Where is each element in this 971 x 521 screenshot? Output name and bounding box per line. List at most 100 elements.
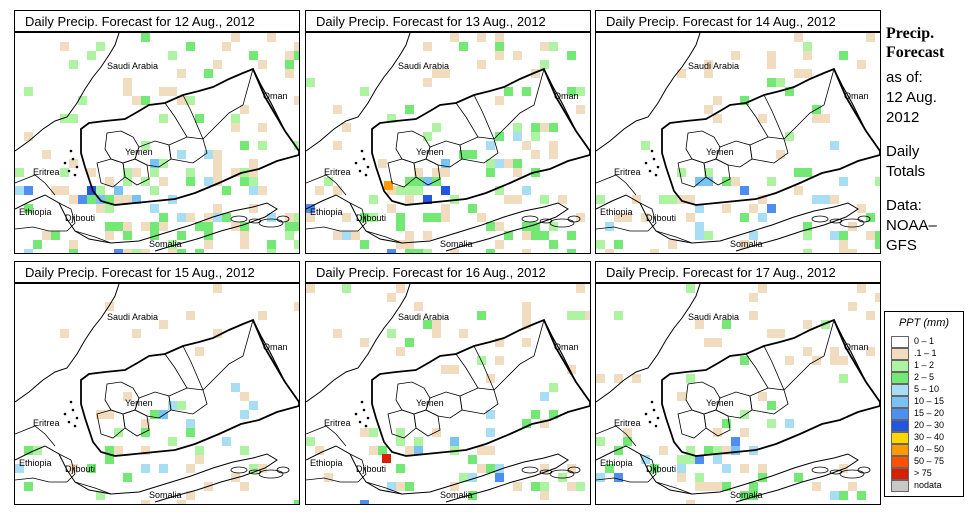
rain-cell	[549, 141, 558, 150]
rain-cell	[405, 249, 414, 253]
rain-cell	[78, 96, 87, 105]
rain-cell	[24, 446, 33, 455]
rain-cell	[324, 177, 333, 186]
rain-cell	[294, 222, 299, 231]
rain-cell	[857, 204, 866, 213]
country-label-saudi: Saudi Arabia	[107, 312, 159, 322]
rain-cell	[767, 419, 776, 428]
rain-cell	[794, 69, 803, 78]
side-asof: as of:	[886, 69, 923, 86]
rain-cell	[24, 186, 33, 195]
rain-cell	[848, 249, 857, 253]
country-label-saudi: Saudi Arabia	[688, 61, 740, 71]
rain-cell	[540, 123, 549, 132]
rain-cell	[686, 374, 695, 383]
island	[354, 412, 358, 416]
rain-cell	[294, 141, 299, 150]
rain-cell	[785, 419, 794, 428]
side-title-1: Precip.	[886, 25, 935, 42]
rain-cell	[204, 150, 213, 159]
island	[75, 416, 79, 420]
legend-label: 0 – 1	[914, 336, 935, 346]
rain-cell	[794, 473, 803, 482]
country-label-eritrea: Eritrea	[33, 167, 60, 177]
rain-cell	[596, 473, 605, 482]
rain-cell	[504, 159, 513, 168]
country-label-somalia: Somalia	[440, 490, 473, 500]
djibouti-border	[349, 202, 367, 232]
rain-cell	[351, 231, 360, 240]
rain-cell	[704, 105, 713, 114]
governorate-border	[745, 353, 769, 389]
rain-cell	[240, 482, 249, 491]
legend-label: 40 – 50	[914, 444, 945, 454]
legend-item: 30 – 40	[891, 432, 961, 444]
rain-cell	[731, 177, 740, 186]
rain-cell	[722, 177, 731, 186]
island	[656, 165, 660, 169]
red-sea-coastline	[596, 284, 701, 403]
panel-title-box: Daily Precip. Forecast for 17 Aug., 2012	[595, 261, 881, 283]
rain-cell	[713, 338, 722, 347]
rain-cell	[531, 410, 540, 419]
rain-cell	[285, 222, 294, 231]
rain-cell	[432, 213, 441, 222]
rain-cell	[785, 132, 794, 141]
ethiopia-border	[306, 226, 358, 232]
rain-cell	[159, 159, 168, 168]
rain-cell	[333, 141, 342, 150]
somalia-border	[365, 230, 403, 244]
rain-cell	[540, 392, 549, 401]
country-label-eritrea: Eritrea	[324, 418, 351, 428]
rain-cell	[866, 311, 875, 320]
legend-swatch	[891, 456, 909, 468]
rain-cell	[713, 482, 722, 491]
rain-cell	[105, 222, 114, 231]
rain-cell	[177, 401, 186, 410]
rain-cell	[285, 51, 294, 60]
rain-cell	[731, 446, 740, 455]
governorate-border	[425, 391, 463, 419]
rain-cell	[839, 51, 848, 60]
panel-title-box: Daily Precip. Forecast for 12 Aug., 2012	[14, 10, 300, 32]
ethiopia-border	[306, 477, 358, 483]
rain-cell	[749, 293, 758, 302]
rain-cell	[51, 186, 60, 195]
rain-cell	[713, 114, 722, 123]
country-label-djibouti: Djibouti	[646, 213, 677, 223]
rain-cell	[875, 177, 880, 186]
island	[644, 161, 648, 165]
rain-cell	[105, 455, 114, 464]
socotra-island	[839, 218, 865, 228]
oman-border	[833, 319, 867, 383]
island	[648, 420, 652, 424]
djibouti-border	[58, 453, 76, 483]
rain-cell	[360, 500, 369, 504]
rain-cell	[387, 249, 396, 253]
rain-cell	[486, 374, 495, 383]
island	[354, 161, 358, 165]
rain-cell	[695, 231, 704, 240]
rain-cell	[441, 159, 450, 168]
rain-cell	[549, 123, 558, 132]
rain-cell	[306, 204, 315, 213]
africa-coastline	[306, 445, 569, 503]
country-label-somalia: Somalia	[730, 239, 763, 249]
rain-cell	[659, 446, 668, 455]
governorate-border	[677, 409, 707, 439]
somalia-border	[655, 230, 693, 244]
island	[75, 165, 79, 169]
rain-cell	[213, 177, 222, 186]
legend-label: nodata	[914, 480, 942, 490]
rain-cell	[468, 204, 477, 213]
legend-label: 30 – 40	[914, 432, 945, 442]
country-label-djibouti: Djibouti	[65, 464, 96, 474]
rain-cell	[105, 177, 114, 186]
rain-cell	[159, 222, 168, 231]
rain-cell	[722, 204, 731, 213]
panel-title-box: Daily Precip. Forecast for 14 Aug., 2012	[595, 10, 881, 32]
yemen-border	[80, 67, 299, 206]
country-label-oman: Oman	[554, 342, 579, 352]
governorate-border	[455, 353, 479, 389]
legend-item: 2 – 5	[891, 372, 961, 384]
